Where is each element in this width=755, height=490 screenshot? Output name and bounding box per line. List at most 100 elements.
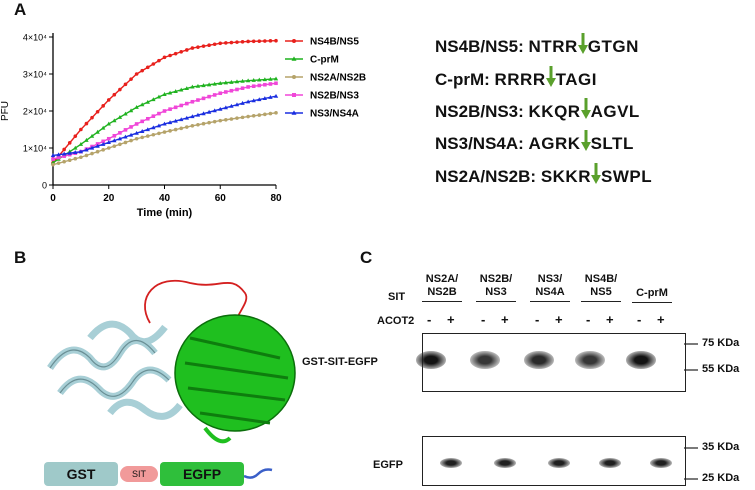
series-point (112, 133, 117, 138)
series-point (90, 151, 94, 156)
series-point (112, 138, 117, 143)
series-point (118, 142, 122, 147)
series-point (145, 65, 150, 70)
series-point (145, 127, 150, 132)
series-point (167, 120, 173, 125)
series-point (67, 141, 72, 145)
band-full-length (524, 351, 554, 369)
x-tick-label: 0 (50, 193, 56, 204)
series-point (245, 78, 251, 83)
series-point (112, 118, 117, 123)
series-point (157, 58, 161, 63)
series-point (117, 136, 123, 141)
series-point (79, 127, 83, 132)
panel-b-letter: B (14, 248, 27, 267)
series-point (251, 84, 256, 89)
series-point (67, 150, 72, 155)
series-point (212, 108, 217, 113)
series-point (140, 119, 144, 124)
pfu-line-chart: 0 20 40 60 80 0 1×10⁴ 2×10⁴ 3×10⁴ 4×10⁴ Time (min)… (0, 33, 366, 220)
marker-25: 25 KDa (702, 472, 740, 484)
gel-lane-header: C-prM (628, 287, 676, 303)
series-point (185, 125, 189, 129)
series-point (240, 86, 245, 91)
site-seq-after: TAGI (555, 70, 597, 89)
site-name: NS2B/NS3: (435, 102, 529, 121)
series-point (67, 158, 72, 163)
series-point (246, 85, 250, 89)
series-point (162, 130, 167, 134)
series-point (79, 155, 83, 160)
series-point (162, 109, 167, 113)
series-point (62, 154, 66, 158)
sit-box: SIT (120, 466, 158, 482)
site-name: NS2A/NS2B: (435, 167, 541, 186)
series-point (51, 162, 55, 167)
gel-lane-header: NS4B/NS5 (577, 273, 625, 302)
series-point (173, 127, 178, 132)
series-point (106, 146, 111, 150)
series-point (257, 113, 262, 117)
series-point (95, 143, 100, 148)
series-point (268, 95, 273, 99)
gst-domain-ribbon (47, 320, 183, 420)
series-point (268, 111, 273, 116)
series-point (101, 139, 105, 144)
marker-55: 55 KDa (702, 363, 740, 375)
series-point (123, 82, 128, 87)
gel-lane-header: NS2B/NS3 (472, 273, 520, 302)
series-point (78, 142, 84, 146)
series-point (129, 125, 133, 129)
series-point (173, 51, 178, 56)
series-point (168, 53, 172, 58)
x-tick-label: 20 (103, 193, 115, 204)
series-point (106, 136, 111, 141)
gst-box: GST (44, 462, 118, 486)
series-point (212, 42, 217, 47)
series-point (224, 41, 228, 45)
series-point (246, 114, 250, 119)
y-tick-label: 2×10⁴ (23, 107, 47, 117)
series-point (223, 105, 229, 110)
cleavage-arrow-icon (545, 66, 556, 93)
blot-bottom-label: EGFP (373, 459, 403, 471)
series-point (56, 161, 61, 165)
series-point (257, 39, 262, 43)
x-tick-label: 60 (215, 193, 227, 204)
series-point (128, 108, 134, 113)
series-point (106, 121, 111, 126)
sit-row-label: SIT (388, 291, 406, 303)
legend-label: NS2B/NS3 (310, 91, 359, 102)
site-seq-before: KKQR (528, 102, 581, 121)
construct-diagram: GST SIT EGFP (44, 462, 324, 488)
site-seq-before: AGRK (528, 134, 581, 153)
series-point (173, 105, 178, 110)
site-seq-after: SLTL (590, 134, 634, 153)
series-point (224, 90, 228, 94)
series-point (268, 39, 273, 43)
series-point (179, 126, 184, 131)
gel-lane-header: NS2A/NS2B (418, 273, 466, 302)
series-point (190, 84, 195, 89)
series-point (90, 115, 94, 120)
series-point (195, 112, 201, 117)
band-full-length (626, 351, 656, 369)
acot2-minus: - (637, 312, 642, 327)
cleavage-arrow-icon (577, 33, 588, 60)
series-point (218, 106, 223, 111)
series-point (100, 142, 106, 146)
series-point (212, 81, 217, 86)
series-point (268, 82, 273, 86)
series-point (218, 118, 223, 123)
sit-linker-loop (144, 280, 248, 334)
cleavage-site-row: C-prM: RRRR TAGI (435, 66, 597, 93)
series-point (195, 83, 201, 88)
series-point (62, 159, 66, 164)
series-point (112, 144, 117, 148)
acot2-plus: + (657, 312, 665, 327)
acot2-plus: + (447, 312, 455, 327)
series-point (196, 122, 200, 127)
acot2-minus: - (535, 312, 540, 327)
legend-label: NS2A/NS2B (310, 73, 366, 84)
series-point (257, 77, 262, 82)
